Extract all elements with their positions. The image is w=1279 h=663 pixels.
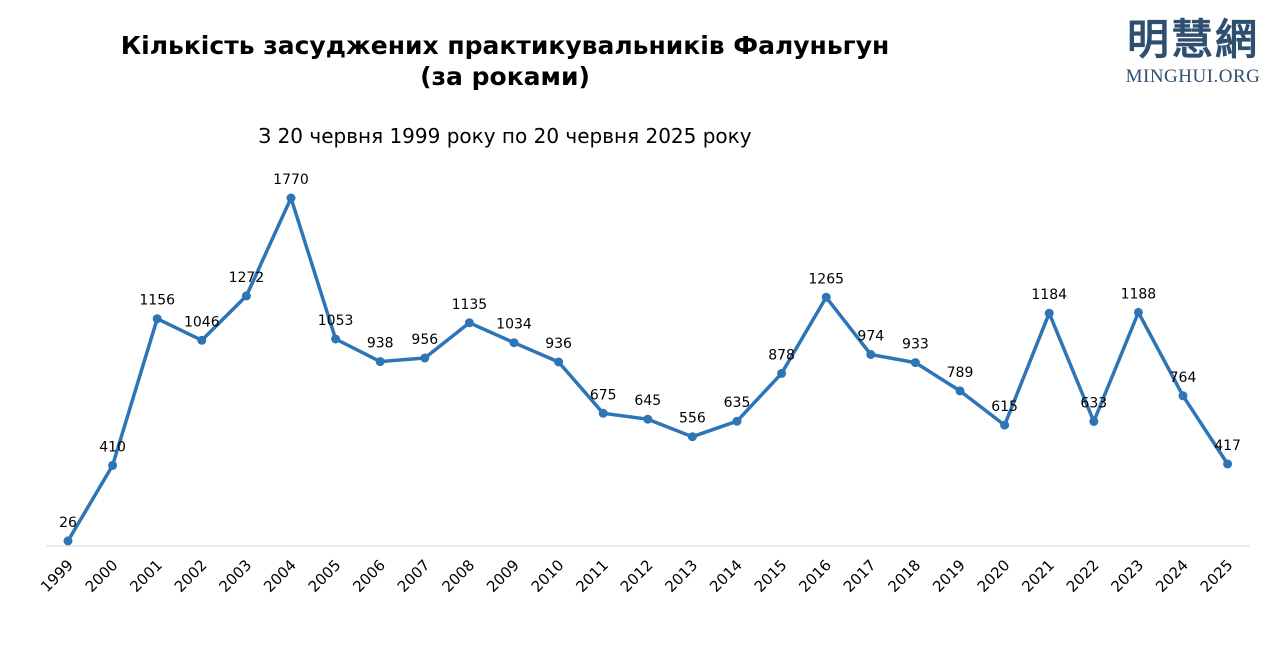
- x-tick-label-2003: 2003: [215, 556, 255, 596]
- data-point-2016: [821, 292, 831, 302]
- x-tick-label-2013: 2013: [661, 556, 701, 596]
- x-tick-label-2017: 2017: [840, 556, 880, 596]
- data-point-2002: [197, 335, 207, 345]
- data-label-2018: 933: [902, 337, 929, 353]
- data-label-2019: 789: [947, 365, 974, 381]
- data-point-2017: [866, 350, 876, 359]
- data-point-2024: [1178, 391, 1188, 401]
- data-point-2020: [1000, 420, 1010, 430]
- data-point-2003: [241, 291, 251, 301]
- data-point-2001: [152, 314, 162, 324]
- data-label-2013: 556: [679, 411, 706, 427]
- data-point-2011: [598, 408, 608, 418]
- data-label-2011: 675: [590, 387, 617, 403]
- data-label-2016: 1265: [808, 271, 844, 287]
- data-label-2001: 1156: [139, 293, 175, 309]
- chart-title-line2: (за роками): [420, 62, 590, 91]
- x-tick-labels-group: 1999 2000 2001 2002 2003 2004 2005 2006 2007 2008…: [37, 556, 1236, 596]
- data-point-2014: [732, 416, 742, 426]
- x-tick-label-2007: 2007: [394, 556, 434, 596]
- data-label-2020: 615: [991, 399, 1018, 415]
- data-point-2006: [375, 357, 385, 367]
- data-label-2017: 974: [857, 329, 884, 345]
- logo-latin-text: MINGHUI.ORG: [1125, 66, 1261, 87]
- data-label-2005: 1053: [318, 313, 354, 329]
- x-tick-label-2012: 2012: [617, 556, 657, 596]
- data-label-2003: 1272: [229, 270, 265, 286]
- x-tick-label-2015: 2015: [751, 556, 791, 596]
- data-point-2022: [1089, 417, 1099, 426]
- data-label-2010: 936: [545, 336, 572, 352]
- data-point-2025: [1223, 459, 1233, 469]
- x-tick-label-1999: 1999: [37, 556, 77, 596]
- x-tick-label-2022: 2022: [1063, 556, 1103, 596]
- data-label-1999: 26: [59, 515, 77, 531]
- data-label-2022: 633: [1080, 396, 1107, 412]
- data-label-2012: 645: [634, 393, 661, 409]
- x-tick-label-2023: 2023: [1107, 556, 1147, 596]
- x-tick-label-2016: 2016: [795, 556, 835, 596]
- x-tick-label-2020: 2020: [974, 556, 1014, 596]
- data-point-2015: [777, 368, 787, 378]
- data-point-2007: [420, 353, 430, 363]
- data-label-2009: 1034: [496, 317, 532, 333]
- x-tick-label-2000: 2000: [82, 556, 122, 596]
- data-point-2013: [687, 432, 697, 442]
- x-tick-label-2019: 2019: [929, 556, 969, 596]
- data-labels-group: 26 410 1156 1046 1272 1770 1053 938 956 1135 1034 9…: [59, 172, 1241, 531]
- x-tick-label-2010: 2010: [528, 556, 568, 596]
- data-label-2006: 938: [367, 336, 394, 352]
- x-tick-label-2005: 2005: [305, 556, 345, 596]
- data-point-2019: [955, 386, 965, 396]
- series-group: [63, 193, 1233, 546]
- data-point-2005: [331, 334, 341, 344]
- minghui-logo: 明慧網 MINGHUI.ORG: [1112, 14, 1274, 88]
- data-label-2014: 635: [724, 395, 751, 411]
- chart-subtitle: З 20 червня 1999 року по 20 червня 2025 …: [258, 124, 752, 148]
- x-tick-label-2018: 2018: [884, 556, 924, 596]
- data-label-2000: 410: [99, 439, 126, 455]
- data-label-2007: 956: [411, 332, 438, 348]
- data-point-2004: [286, 193, 296, 203]
- x-tick-label-2024: 2024: [1152, 556, 1192, 596]
- x-tick-label-2025: 2025: [1197, 556, 1237, 596]
- x-tick-label-2002: 2002: [171, 556, 211, 596]
- x-tick-label-2011: 2011: [572, 556, 612, 596]
- x-tick-label-2006: 2006: [349, 556, 389, 596]
- data-label-2021: 1184: [1031, 287, 1067, 303]
- data-label-2008: 1135: [452, 297, 488, 313]
- data-point-2010: [554, 357, 564, 367]
- series-line: [66, 196, 1230, 542]
- data-point-2018: [910, 358, 920, 368]
- data-point-2000: [108, 460, 118, 470]
- data-label-2015: 878: [768, 347, 795, 363]
- data-label-2024: 764: [1170, 370, 1197, 386]
- data-label-2025: 417: [1214, 438, 1241, 454]
- data-point-2012: [643, 414, 653, 424]
- data-point-1999: [63, 536, 73, 546]
- chart-title: Кількість засуджених практикувальників Ф…: [0, 30, 1010, 92]
- data-point-2023: [1133, 307, 1143, 317]
- x-tick-label-2008: 2008: [438, 556, 478, 596]
- x-tick-label-2004: 2004: [260, 556, 300, 596]
- data-label-2004: 1770: [273, 172, 309, 188]
- x-tick-label-2009: 2009: [483, 556, 523, 596]
- data-point-2009: [509, 338, 519, 348]
- logo-cjk-text: 明慧網: [1126, 15, 1259, 64]
- x-tick-label-2014: 2014: [706, 556, 746, 596]
- data-point-2021: [1044, 308, 1054, 318]
- x-tick-label-2021: 2021: [1018, 556, 1058, 596]
- data-label-2002: 1046: [184, 314, 220, 330]
- data-label-2023: 1188: [1121, 286, 1157, 302]
- x-tick-label-2001: 2001: [126, 556, 166, 596]
- chart-title-line1: Кількість засуджених практикувальників Ф…: [120, 31, 890, 60]
- data-point-2008: [464, 318, 474, 328]
